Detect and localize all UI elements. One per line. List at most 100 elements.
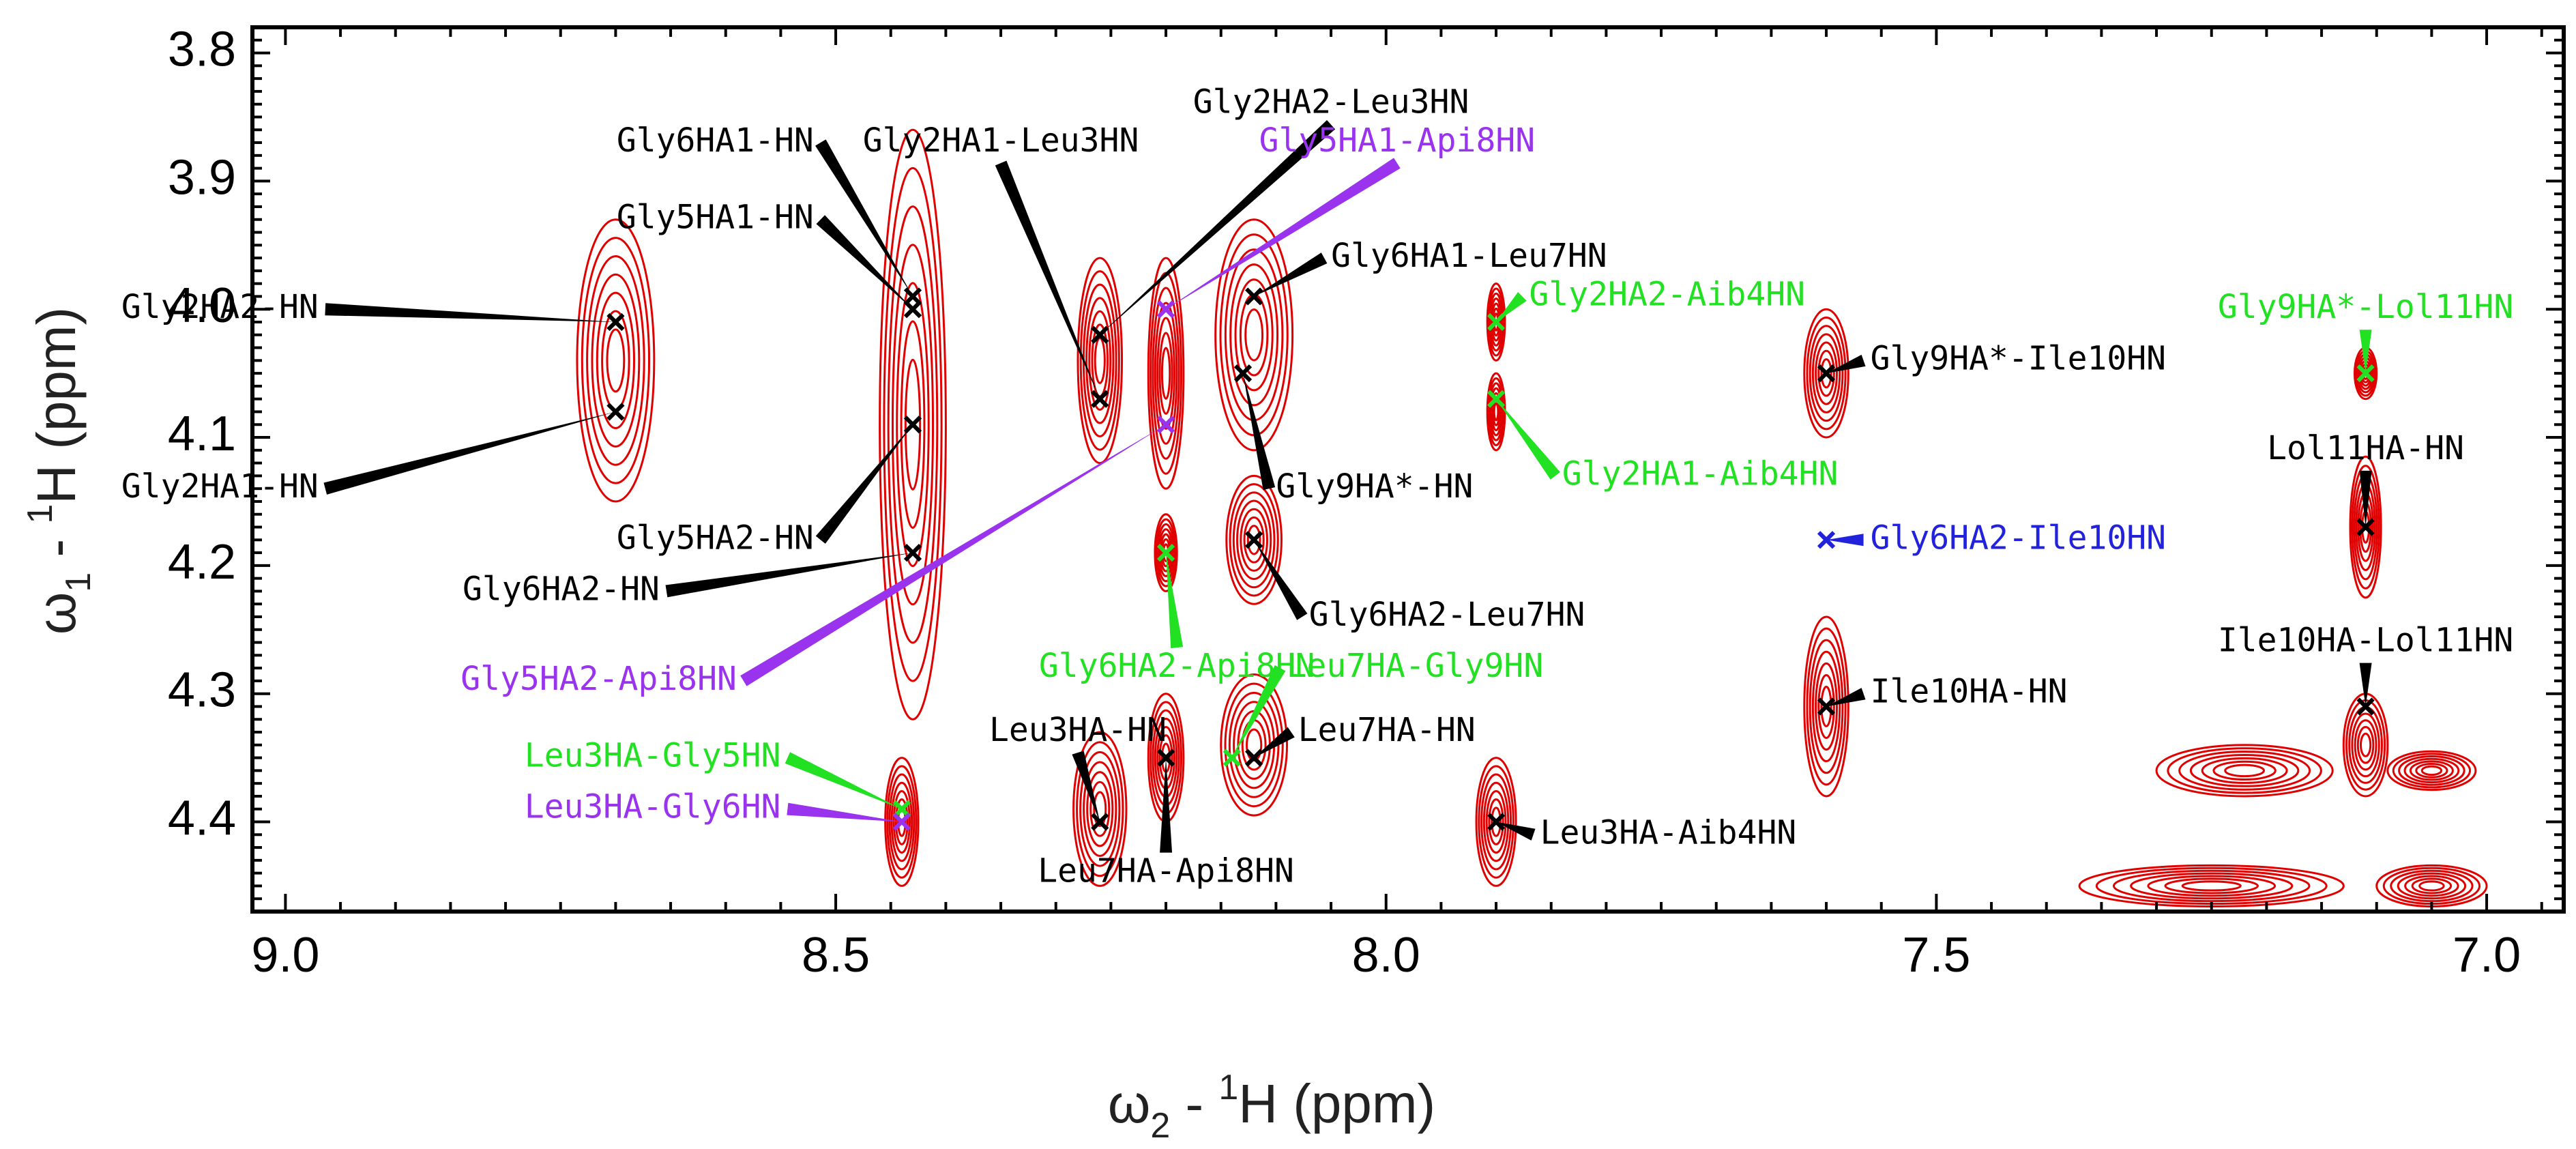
contour-ring-3-3 (1085, 297, 1115, 424)
peak-marker-stroke (903, 543, 922, 562)
contour-ring-4-4 (1086, 771, 1114, 847)
contour-ring-1-2 (887, 205, 939, 644)
y-tick-label: 4.2 (168, 535, 236, 590)
leader-wedge (816, 215, 913, 310)
x-axis-ticks: 9.0 8.5 8.0 7.5 7.0 (251, 27, 2543, 983)
contour-layer (576, 128, 2488, 907)
y-tick-label: 4.4 (168, 791, 236, 846)
peak-marker-stroke (1156, 416, 1175, 434)
peak-label: Leu3HA-Gly5HN (525, 737, 781, 775)
axis-title-part: 1 (20, 504, 60, 524)
peak-label: Lol11HA-HN (2267, 429, 2464, 467)
peak-marker (903, 300, 922, 319)
contour-ring-2-1 (886, 765, 918, 879)
contour-ring-11-4 (1491, 302, 1502, 342)
contour-ring-13-3 (1482, 781, 1510, 862)
axis-title-part: - (26, 524, 87, 572)
peak-marker-stroke (2356, 697, 2375, 716)
contour-ring-14-2 (1809, 325, 1844, 422)
leader-wedge (323, 411, 616, 495)
peak-label: Leu3HA-Aib4HN (1540, 813, 1797, 852)
contour-ring-1-5 (900, 320, 926, 529)
contour-ring-14-5 (1817, 349, 1835, 397)
peak-marker-stroke (1091, 325, 1109, 344)
y-tick-label: 3.8 (168, 23, 236, 77)
axis-title-part: ω (26, 592, 87, 635)
contour-ring-19-6 (2224, 763, 2266, 778)
contour-ring-9-3 (1236, 499, 1272, 581)
peak-marker-stroke (1487, 813, 1506, 831)
contour-ring-0-4 (596, 291, 636, 430)
leader-wedge (1826, 534, 1864, 547)
contour-ring-14-1 (1806, 316, 1847, 431)
peak-marker-stroke (606, 312, 625, 332)
leader-wedge (2359, 663, 2372, 707)
contour-ring-8-6 (1244, 308, 1264, 362)
contour-ring-6-4 (1159, 533, 1173, 572)
leader-wedge (1166, 553, 1184, 649)
contour-ring-4-5 (1089, 781, 1111, 837)
contour-ring-4-0 (1072, 731, 1128, 887)
leader-wedge (1166, 158, 1401, 310)
contour-ring-12-6 (1493, 402, 1499, 422)
contour-ring-17-0 (2349, 455, 2382, 599)
peak-label: Gly2HA2-Aib4HN (1529, 275, 1805, 313)
leader-wedge (740, 424, 1167, 686)
peak-label: Ile10HA-HN (1871, 673, 2068, 711)
contour-ring-13-0 (1475, 757, 1517, 887)
contour-ring-0-1 (581, 237, 651, 484)
contour-ring-5-6 (1160, 347, 1171, 400)
contour-ring-18-3 (2351, 712, 2380, 778)
peak-marker (1156, 748, 1175, 767)
peak-marker-stroke (892, 813, 911, 831)
contour-ring-14-6 (1820, 358, 1832, 389)
contour-ring-6-0 (1154, 513, 1178, 592)
contour-ring-15-6 (1820, 686, 1832, 727)
peak-marker-stroke (1091, 390, 1109, 408)
peak-marker-stroke (2356, 518, 2375, 536)
contour-ring-11-5 (1492, 307, 1501, 337)
leader-wedge (1254, 252, 1328, 297)
contour-ring-19-4 (2201, 757, 2288, 784)
y-tick-label: 4.0 (168, 278, 236, 333)
peak-marker-stroke (1156, 300, 1175, 319)
peak-marker-stroke (1817, 364, 1836, 383)
leader-wedge (2359, 470, 2372, 527)
contour-ring-2-0 (884, 757, 920, 887)
peak-marker-stroke (1233, 364, 1253, 383)
contour-ring-4-2 (1079, 751, 1121, 867)
contour-ring-13-5 (1488, 798, 1504, 845)
contour-ring-17-1 (2351, 465, 2380, 590)
x-tick-label: 7.5 (1902, 928, 1970, 983)
contour-ring-5-0 (1147, 257, 1185, 490)
contour-ring-5-4 (1156, 317, 1175, 430)
contour-ring-12-4 (1491, 392, 1502, 432)
peak-marker (1245, 748, 1263, 767)
peak-marker (1156, 416, 1175, 434)
peak-label: Gly5HA1-HN (617, 199, 814, 237)
contour-ring-12-3 (1489, 387, 1503, 437)
peak-label: Gly9HA*-Lol11HN (2218, 288, 2513, 326)
contour-ring-3-6 (1094, 336, 1106, 384)
contour-ring-13-4 (1485, 789, 1507, 854)
peak-marker (1091, 390, 1109, 408)
contour-ring-22-2 (2390, 869, 2474, 903)
contour-ring-11-3 (1489, 297, 1503, 347)
contour-ring-18-6 (2360, 732, 2372, 757)
contour-ring-0-2 (586, 254, 645, 466)
peak-label: Leu7HA-HN (1298, 711, 1476, 749)
contour-ring-1-6 (904, 358, 922, 491)
peak-label: Gly2HA1-Leu3HN (863, 121, 1139, 160)
contour-ring-22-5 (2411, 877, 2453, 895)
contour-ring-22-3 (2397, 872, 2467, 900)
contour-ring-4-3 (1083, 761, 1117, 857)
axis-title-part: 1 (59, 572, 98, 592)
peak-marker-stroke (1156, 748, 1175, 767)
contour-ring-11-2 (1489, 292, 1504, 352)
peak-label: Gly9HA*-Ile10HN (1871, 339, 2166, 377)
peak-marker (1233, 364, 1253, 383)
peak-marker (903, 543, 922, 562)
contour-ring-8-4 (1234, 278, 1274, 392)
y-axis-ticks: 3.8 3.9 4.0 4.1 4.2 4.3 4.4 (168, 23, 2564, 913)
peak-marker (2356, 697, 2375, 716)
